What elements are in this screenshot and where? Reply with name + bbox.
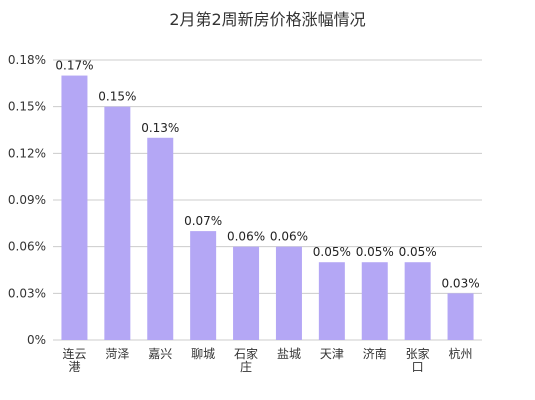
y-tick-label: 0.09% (8, 193, 46, 207)
data-label: 0.06% (270, 230, 308, 244)
data-label: 0.06% (227, 230, 265, 244)
x-tick-label: 杭州 (449, 346, 473, 361)
y-tick-label: 0.12% (8, 146, 46, 160)
y-tick-label: 0.15% (8, 100, 46, 114)
x-tick-label: 天津 (320, 347, 344, 361)
x-tick-label: 菏泽 (105, 347, 129, 361)
y-tick-label: 0.03% (8, 286, 46, 300)
bar (318, 262, 345, 340)
bar (275, 246, 302, 340)
bar (404, 262, 431, 340)
data-label: 0.13% (141, 121, 179, 135)
x-tick-label: 盐城 (277, 347, 301, 361)
bar (61, 75, 88, 341)
data-label: 0.03% (441, 276, 479, 290)
bar (233, 246, 260, 340)
bar (447, 293, 474, 340)
x-tick-label: 嘉兴 (148, 347, 172, 361)
y-tick-label: 0.18% (8, 53, 46, 67)
data-label: 0.17% (55, 59, 93, 73)
y-tick-label: 0% (27, 333, 46, 347)
data-label: 0.05% (313, 245, 351, 259)
bar (104, 106, 131, 341)
chart-title: 2月第2周新房价格涨幅情况 (169, 10, 366, 29)
bar (147, 137, 174, 340)
x-tick-label: 张家口 (406, 346, 430, 374)
x-tick-label: 石家庄 (234, 346, 258, 374)
y-tick-label: 0.06% (8, 240, 46, 254)
data-label: 0.07% (184, 214, 222, 228)
x-tick-label: 聊城 (191, 347, 215, 361)
bar (190, 231, 217, 340)
data-label: 0.05% (356, 245, 394, 259)
x-tick-label: 连云港 (62, 346, 86, 374)
bar (361, 262, 388, 340)
x-tick-label: 济南 (363, 346, 387, 361)
data-label: 0.05% (399, 245, 437, 259)
data-label: 0.15% (98, 90, 136, 104)
